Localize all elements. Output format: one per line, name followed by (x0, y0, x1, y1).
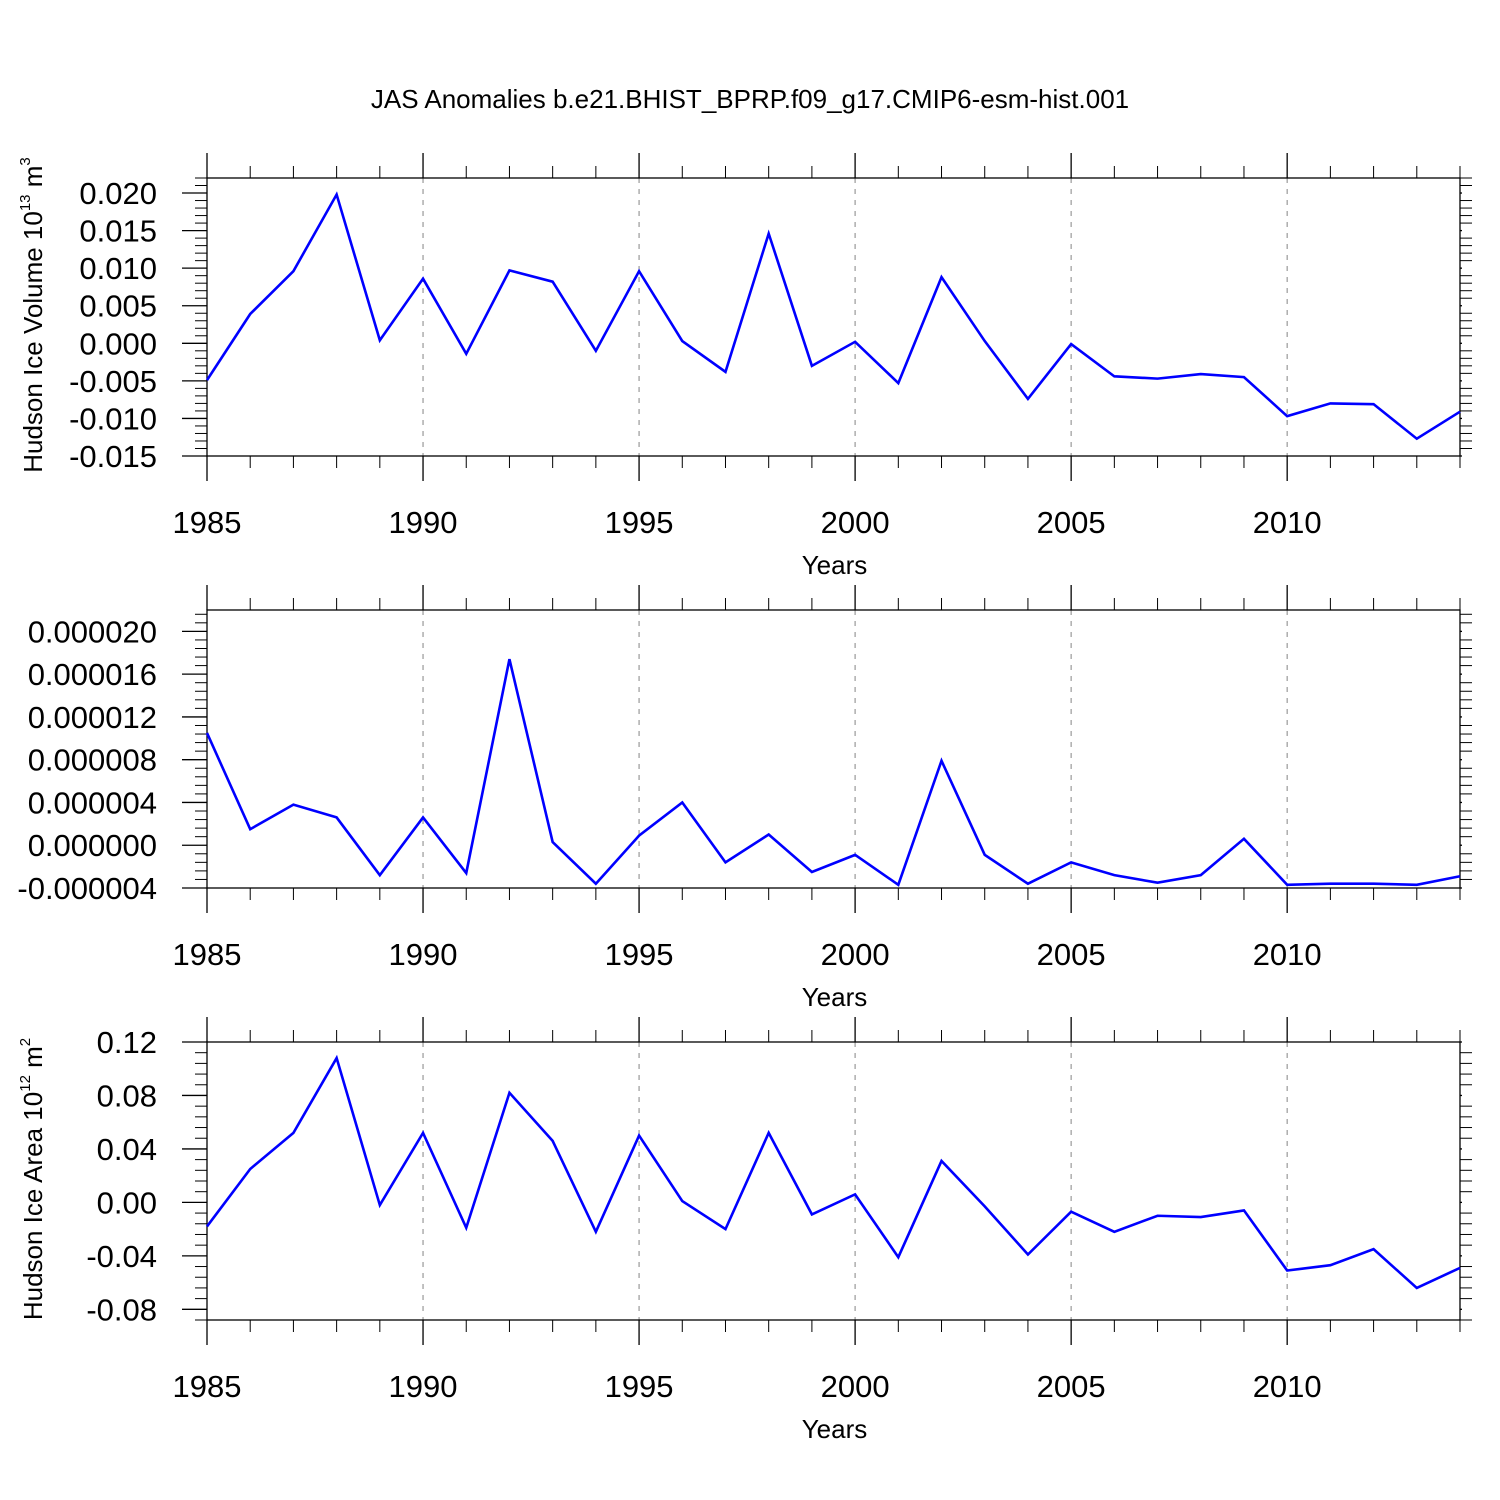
x-tick-label: 1990 (389, 937, 458, 972)
y-axis-label: Hudson Ice Area 1012 m2 (17, 1038, 48, 1320)
y-tick-label: -0.015 (69, 439, 157, 474)
chart-title: JAS Anomalies b.e21.BHIST_BPRP.f09_g17.C… (371, 84, 1129, 114)
y-tick-label: 0.00 (97, 1185, 157, 1220)
x-tick-label: 2005 (1037, 937, 1106, 972)
y-tick-label: 0.12 (97, 1025, 157, 1060)
y-tick-label: 0.000020 (28, 614, 157, 649)
y-tick-label: 0.08 (97, 1078, 157, 1113)
x-tick-label: 2000 (821, 1369, 890, 1404)
y-tick-label: 0.000000 (28, 828, 157, 863)
y-axis-label-unit-exponent: 3 (17, 157, 34, 165)
series-line (205, 1054, 1461, 1290)
y-tick-label: 0.005 (79, 289, 157, 324)
y-axis-label-unit-exponent: 2 (17, 1038, 34, 1046)
series-line (205, 191, 1461, 441)
x-tick-label: 2010 (1253, 1369, 1322, 1404)
panel-ice-area: 1985 1990 1995 2000 2005 2010 -0.08 -0.04 0.00 0.… (17, 1017, 1472, 1444)
y-tick-label: 0.000 (79, 326, 157, 361)
x-tick-label: 2005 (1037, 505, 1106, 540)
y-tick-label: 0.020 (79, 176, 157, 211)
x-tick-label: 2010 (1253, 937, 1322, 972)
y-tick-label: 0.010 (79, 251, 157, 286)
panel-ice-volume: 1985 1990 1995 2000 2005 2010 -0.015-0.010-0.0… (17, 153, 1472, 580)
y-tick-label: -0.010 (69, 401, 157, 436)
x-tick-label: 2010 (1253, 505, 1322, 540)
x-tick-label: 1995 (605, 505, 674, 540)
y-axis-label-exponent: 13 (17, 194, 34, 211)
x-axis-label: Years (802, 550, 868, 580)
x-tick-label: 2000 (821, 505, 890, 540)
y-axis-label-text: Hudson Ice Area 10 (18, 1092, 48, 1320)
x-tick-label: 1995 (605, 937, 674, 972)
y-tick-label: 0.04 (97, 1132, 157, 1167)
y-axis-label-unit: m (18, 166, 48, 195)
x-axis-label: Years (802, 1414, 868, 1444)
y-tick-label: -0.04 (86, 1239, 157, 1274)
x-tick-label: 2005 (1037, 1369, 1106, 1404)
y-tick-label: 0.015 (79, 214, 157, 249)
y-tick-label: -0.08 (86, 1292, 157, 1327)
x-tick-label: 1985 (173, 1369, 242, 1404)
y-axis-label: Hudson Ice Volume 1013 m3 (17, 157, 48, 473)
x-axis-label: Years (802, 982, 868, 1012)
x-tick-label: 2000 (821, 937, 890, 972)
x-tick-label: 1990 (389, 505, 458, 540)
plot-frame (206, 609, 1461, 889)
y-axis-label-unit: m (18, 1046, 48, 1075)
series-line (205, 658, 1461, 887)
x-tick-label: 1995 (605, 1369, 674, 1404)
x-tick-label: 1985 (173, 937, 242, 972)
y-tick-label: 0.000012 (28, 700, 157, 735)
plot-frame (206, 177, 1461, 457)
x-tick-label: 1990 (389, 1369, 458, 1404)
y-axis-label-text: Hudson Ice Volume 10 (18, 211, 48, 473)
y-tick-label: 0.000008 (28, 743, 157, 778)
y-tick-label: -0.000004 (17, 871, 157, 906)
x-tick-label: 1985 (173, 505, 242, 540)
y-tick-label: 0.000004 (28, 785, 157, 820)
y-axis-label-exponent: 12 (17, 1075, 34, 1092)
y-tick-label: -0.005 (69, 364, 157, 399)
y-tick-label: 0.000016 (28, 657, 157, 692)
panel-middle: 1985 1990 1995 2000 2005 2010 -0.000004 0.00000… (17, 585, 1472, 1012)
